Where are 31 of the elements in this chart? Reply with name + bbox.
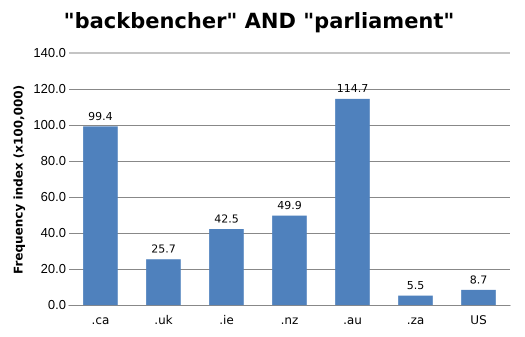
bar bbox=[335, 98, 370, 306]
x-tick-label: .ie bbox=[219, 312, 234, 327]
x-tick-label: .za bbox=[406, 312, 424, 327]
bar bbox=[398, 296, 433, 306]
bar bbox=[272, 216, 307, 306]
y-tick-label: 60.0 bbox=[40, 189, 66, 204]
data-label: 49.9 bbox=[277, 198, 302, 212]
x-tick-label: .nz bbox=[280, 312, 298, 327]
x-tick-label: .au bbox=[343, 312, 362, 327]
data-label: 114.7 bbox=[336, 82, 368, 96]
data-label: 8.7 bbox=[470, 273, 488, 286]
y-tick-label: 80.0 bbox=[40, 152, 66, 168]
y-tick-label: 100.0 bbox=[33, 116, 66, 132]
y-tick-label: 0.0 bbox=[48, 297, 66, 312]
data-label: 25.7 bbox=[151, 242, 176, 256]
bar bbox=[146, 259, 181, 306]
data-label: 5.5 bbox=[406, 279, 424, 292]
bar bbox=[461, 290, 496, 306]
y-tick-label: 140.0 bbox=[33, 44, 66, 60]
chart-title: "backbencher" AND "parliament" bbox=[64, 9, 454, 34]
x-tick-label: US bbox=[470, 312, 487, 327]
y-tick-label: 40.0 bbox=[40, 225, 66, 240]
bar bbox=[83, 126, 118, 306]
data-label: 99.4 bbox=[88, 110, 113, 123]
data-label: 42.5 bbox=[214, 212, 239, 226]
y-axis-title: Frequency index (x100,000) bbox=[11, 84, 26, 274]
x-tick-label: .uk bbox=[154, 312, 173, 327]
bar bbox=[209, 228, 244, 306]
x-tick-label: .ca bbox=[92, 312, 110, 327]
y-tick-label: 20.0 bbox=[40, 261, 66, 276]
y-tick-label: 120.0 bbox=[33, 80, 66, 96]
